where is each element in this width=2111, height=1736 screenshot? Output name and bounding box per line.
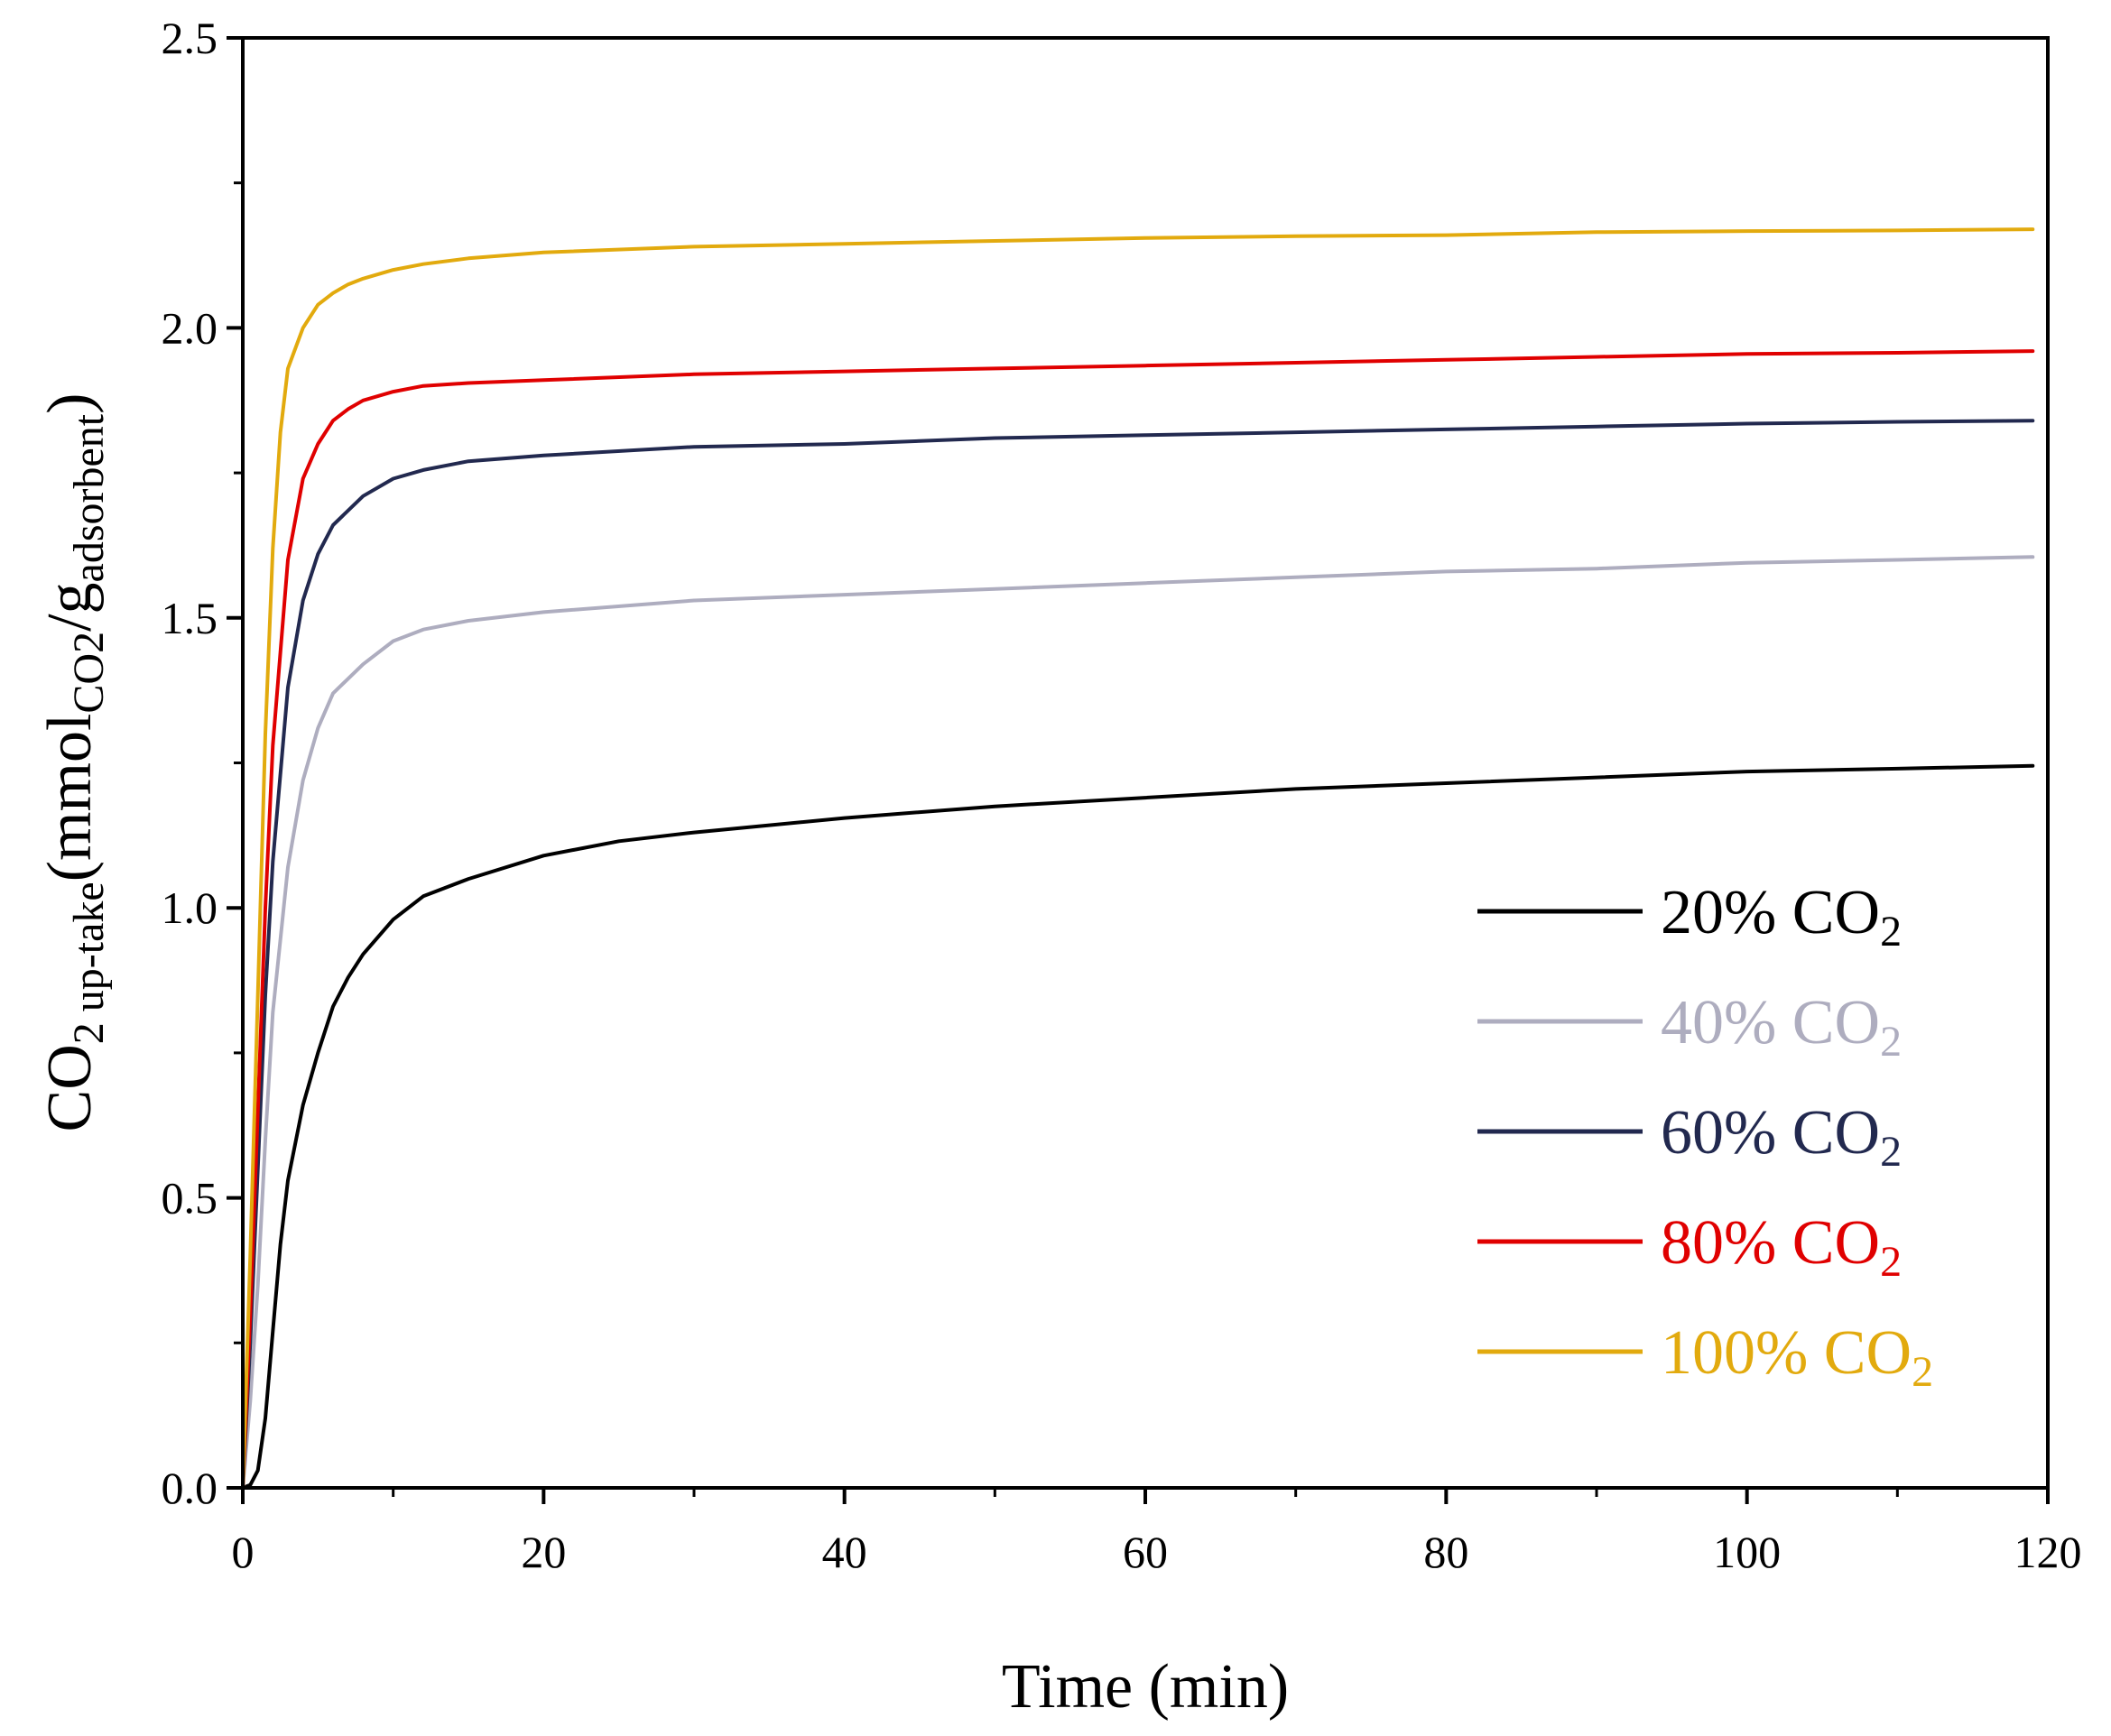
y-title-main: CO <box>35 1044 105 1131</box>
y-title-main-sub: 2 up-take <box>65 882 113 1044</box>
x-tick-label: 100 <box>1713 1527 1781 1577</box>
y-axis: 0.0 0.5 1.0 1.5 2.0 2.5 <box>162 13 243 1513</box>
x-tick-label: 0 <box>232 1527 255 1577</box>
y-tick-label: 1.0 <box>162 882 218 933</box>
legend-label-3: 60% CO2 <box>1661 1098 1902 1176</box>
legend-label-2: 40% CO2 <box>1661 988 1902 1066</box>
x-tick-label: 120 <box>2014 1527 2082 1577</box>
y-title-paren-open: (mmol <box>35 714 105 882</box>
y-tick-label: 0.0 <box>162 1463 218 1513</box>
y-title-unit-sub1: CO2 <box>65 632 113 714</box>
series-line-4 <box>241 349 2035 1490</box>
series-line-5 <box>241 227 2035 1490</box>
legend-label-1: 20% CO2 <box>1661 878 1902 956</box>
x-tick-label: 40 <box>822 1527 867 1577</box>
y-title-unit-mid: /g <box>35 582 105 631</box>
legend-label-5: 100% CO2 <box>1661 1318 1933 1396</box>
y-title-paren-close: ) <box>35 393 105 414</box>
series-line-3 <box>241 419 2035 1490</box>
series-line-1 <box>241 763 2035 1490</box>
legend: 20% CO2 40% CO2 60% CO2 80% CO2 100% CO2 <box>1477 878 1933 1396</box>
x-tick-label: 60 <box>1123 1527 1168 1577</box>
x-tick-label: 20 <box>521 1527 566 1577</box>
y-tick-label: 1.5 <box>162 593 218 643</box>
y-tick-label: 2.0 <box>162 302 218 353</box>
x-tick-label: 80 <box>1423 1527 1468 1577</box>
y-axis-title: CO2 up-take(mmolCO2/gadsorbent) <box>35 393 113 1132</box>
x-axis-title: Time (min) <box>1002 1652 1289 1722</box>
x-axis: 0 20 40 60 80 100 120 <box>232 1488 2082 1577</box>
y-tick-label: 2.5 <box>162 13 218 63</box>
series-line-2 <box>241 555 2035 1490</box>
legend-label-4: 80% CO2 <box>1661 1208 1902 1286</box>
y-tick-label: 0.5 <box>162 1173 218 1224</box>
y-title-unit-sub2: adsorbent <box>65 413 113 582</box>
series-layer <box>241 227 2035 1490</box>
